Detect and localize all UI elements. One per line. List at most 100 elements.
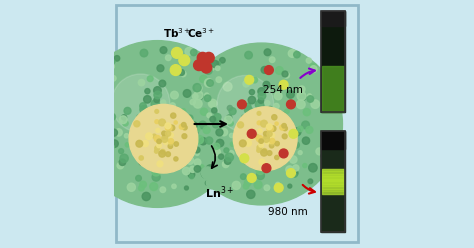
Circle shape	[275, 135, 279, 140]
Circle shape	[155, 150, 158, 153]
Circle shape	[155, 120, 159, 124]
Circle shape	[177, 140, 182, 145]
Circle shape	[137, 116, 143, 122]
Circle shape	[256, 171, 264, 180]
Circle shape	[151, 116, 155, 120]
Circle shape	[148, 115, 156, 123]
Bar	[321, 131, 346, 232]
Circle shape	[165, 131, 171, 136]
Circle shape	[201, 108, 208, 115]
Circle shape	[325, 160, 329, 165]
Circle shape	[120, 154, 128, 162]
Circle shape	[267, 131, 272, 137]
Circle shape	[181, 43, 342, 205]
Circle shape	[74, 41, 241, 207]
Circle shape	[253, 116, 261, 123]
Circle shape	[111, 140, 118, 147]
Circle shape	[154, 87, 161, 94]
Circle shape	[155, 107, 159, 111]
Circle shape	[303, 109, 310, 116]
Circle shape	[207, 80, 213, 86]
Circle shape	[172, 136, 175, 140]
Circle shape	[264, 131, 268, 136]
Circle shape	[197, 94, 203, 100]
Circle shape	[266, 124, 272, 130]
Circle shape	[179, 124, 184, 129]
Circle shape	[209, 99, 217, 108]
Bar	[322, 171, 344, 174]
Circle shape	[171, 91, 178, 99]
Circle shape	[111, 74, 170, 132]
Circle shape	[248, 124, 256, 132]
Circle shape	[165, 123, 171, 129]
Circle shape	[258, 92, 266, 100]
Circle shape	[282, 71, 288, 77]
Circle shape	[264, 66, 273, 74]
Circle shape	[306, 58, 311, 63]
Circle shape	[184, 186, 189, 190]
Circle shape	[197, 52, 208, 63]
Bar	[322, 191, 344, 194]
Circle shape	[299, 86, 305, 93]
Circle shape	[240, 174, 246, 180]
Circle shape	[194, 91, 203, 100]
Circle shape	[239, 140, 246, 147]
Circle shape	[275, 141, 279, 146]
Circle shape	[154, 120, 163, 128]
Circle shape	[162, 131, 166, 136]
Circle shape	[161, 108, 166, 113]
Circle shape	[158, 132, 164, 139]
Circle shape	[164, 143, 169, 147]
Circle shape	[243, 81, 249, 87]
Circle shape	[275, 155, 279, 159]
Circle shape	[166, 132, 172, 137]
Circle shape	[270, 131, 275, 137]
Circle shape	[321, 153, 326, 158]
Circle shape	[273, 103, 279, 109]
Circle shape	[168, 133, 173, 138]
Circle shape	[152, 117, 160, 125]
Circle shape	[206, 165, 215, 173]
Text: Tb$^{3+}$: Tb$^{3+}$	[163, 26, 191, 40]
Circle shape	[142, 192, 150, 201]
Circle shape	[152, 123, 160, 131]
Circle shape	[194, 166, 201, 172]
Circle shape	[193, 84, 201, 92]
Circle shape	[307, 94, 312, 98]
Circle shape	[129, 104, 198, 173]
Circle shape	[307, 96, 314, 102]
Circle shape	[206, 177, 219, 189]
Circle shape	[265, 101, 270, 106]
Circle shape	[269, 138, 274, 143]
Circle shape	[203, 56, 209, 61]
Circle shape	[268, 113, 272, 118]
Circle shape	[106, 59, 113, 66]
Circle shape	[211, 167, 224, 179]
Circle shape	[274, 92, 282, 100]
Circle shape	[303, 163, 307, 168]
Circle shape	[232, 181, 240, 189]
Circle shape	[225, 153, 234, 161]
Circle shape	[215, 66, 220, 70]
Circle shape	[172, 65, 180, 73]
Circle shape	[211, 108, 217, 113]
Circle shape	[179, 69, 184, 75]
Circle shape	[256, 166, 264, 175]
Circle shape	[289, 129, 298, 138]
Circle shape	[306, 126, 313, 133]
Bar	[322, 176, 344, 179]
Circle shape	[261, 149, 267, 156]
Circle shape	[190, 175, 194, 179]
Circle shape	[115, 129, 122, 136]
Circle shape	[193, 60, 204, 70]
Circle shape	[166, 152, 171, 156]
Circle shape	[144, 96, 151, 103]
Circle shape	[255, 134, 259, 138]
Circle shape	[203, 126, 210, 134]
Circle shape	[207, 62, 214, 69]
Circle shape	[155, 146, 160, 151]
Circle shape	[121, 115, 127, 120]
Bar	[321, 11, 346, 26]
Circle shape	[270, 138, 275, 143]
Circle shape	[190, 99, 195, 105]
